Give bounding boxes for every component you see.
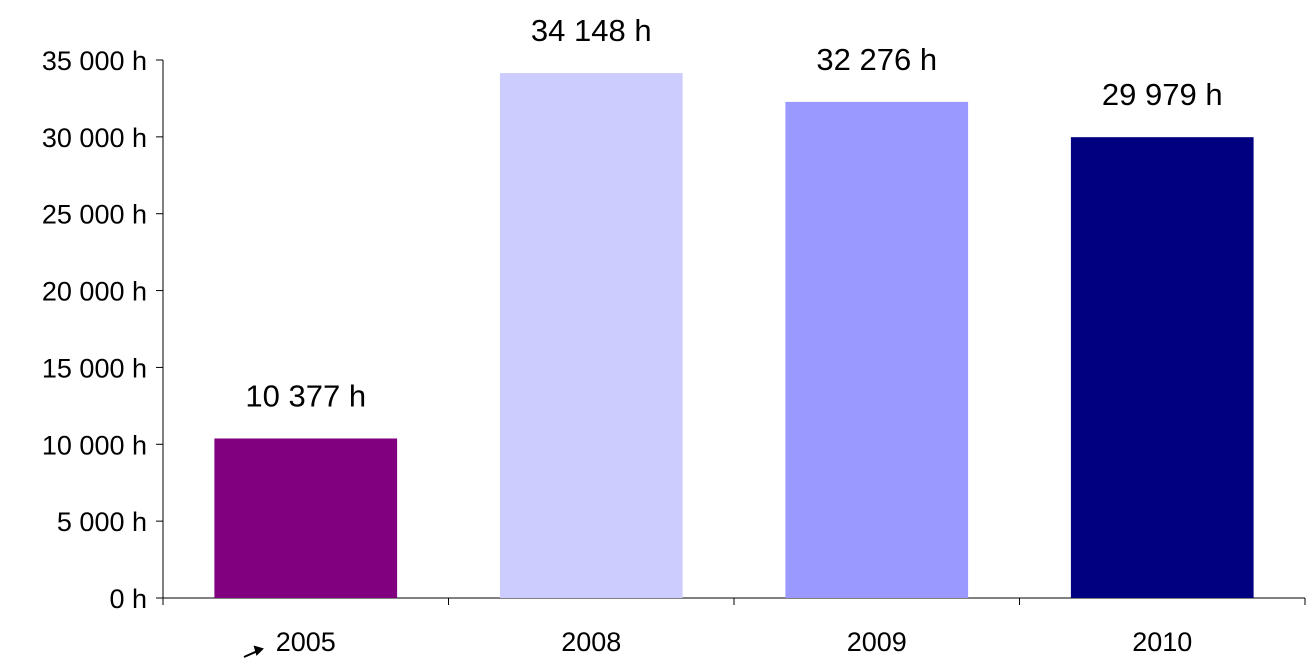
y-tick-label: 10 000 h (42, 430, 147, 460)
y-tick-label: 30 000 h (42, 123, 147, 153)
bar-2005 (214, 438, 398, 598)
labels: 10 377 h 2005 34 148 h 2008 32 276 h 2009 29 9… (245, 13, 1222, 657)
bar-2008 (499, 73, 683, 599)
bar-2009 (785, 101, 969, 599)
y-tick-label: 20 000 h (42, 277, 147, 307)
bars (214, 73, 1254, 599)
data-label-2010: 29 979 h (1102, 77, 1223, 112)
axes: 0 h 5 000 h 10 000 h 15 000 h 20 000 h 25 000… (42, 46, 1306, 614)
data-label-2009: 32 276 h (816, 42, 937, 77)
arrow-cursor-icon (243, 645, 264, 658)
decorations (243, 645, 264, 658)
x-tick-label: 2008 (561, 627, 621, 657)
data-label-2008: 34 148 h (531, 13, 652, 48)
y-tick-label: 0 h (109, 584, 147, 614)
y-tick-label: 35 000 h (42, 46, 147, 76)
y-tick-label: 25 000 h (42, 200, 147, 230)
y-tick-label: 5 000 h (57, 507, 147, 537)
x-tick-label: 2010 (1132, 627, 1192, 657)
y-tick-label: 15 000 h (42, 353, 147, 383)
x-tick-label: 2005 (276, 627, 336, 657)
data-label-2005: 10 377 h (245, 378, 366, 413)
x-tick-label: 2009 (847, 627, 907, 657)
bar-2010 (1070, 137, 1254, 599)
